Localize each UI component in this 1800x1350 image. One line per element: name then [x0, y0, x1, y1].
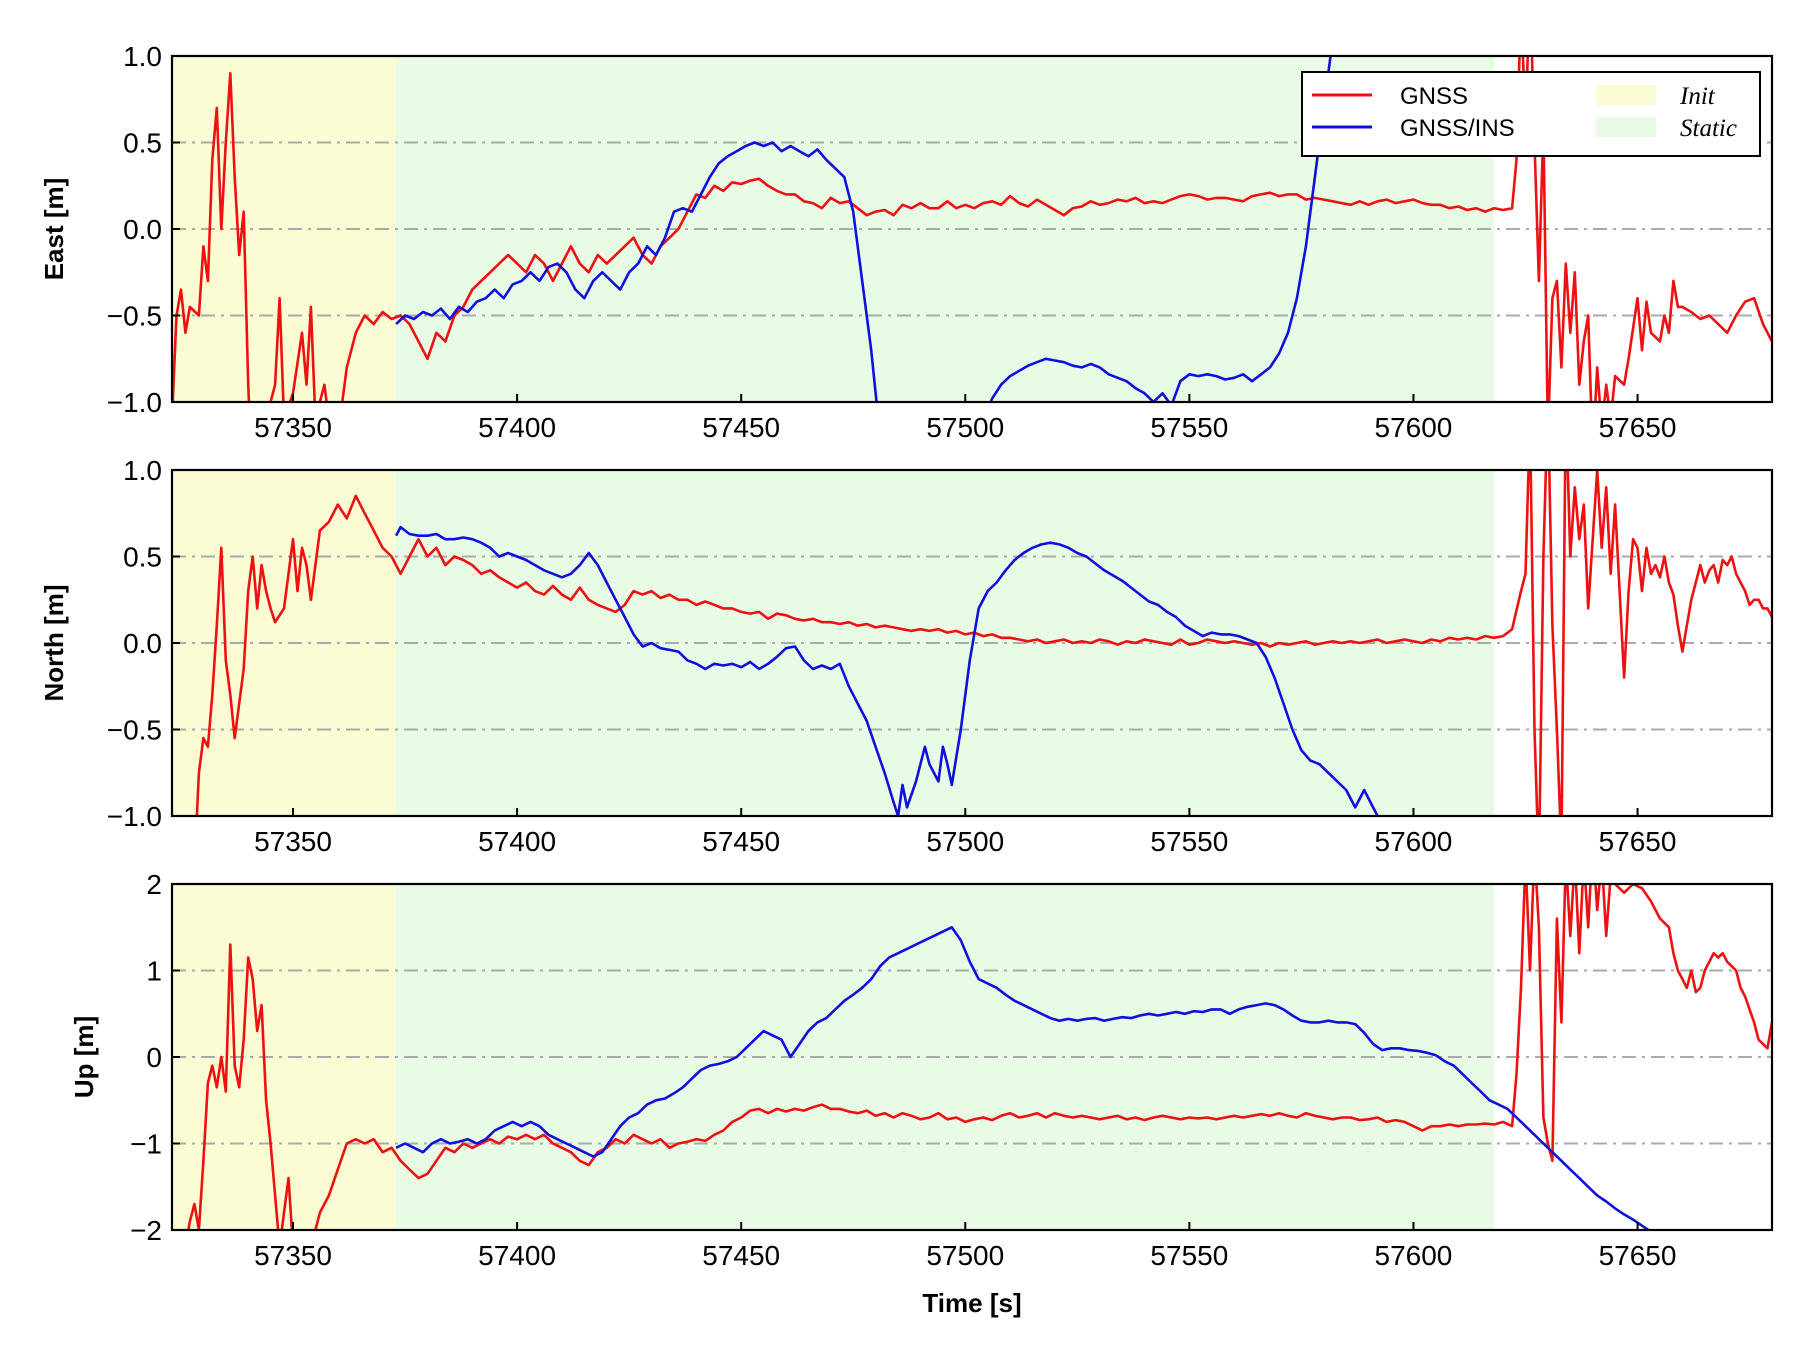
legend-init-swatch: [1596, 85, 1656, 105]
north-x-tick-label: 57500: [926, 826, 1004, 857]
north-x-tick-label: 57400: [478, 826, 556, 857]
east-x-ticks: 57350 57400 57450 57500 57550 57600 57650: [254, 394, 1676, 443]
legend: GNSS GNSS/INS Init Static: [1301, 71, 1761, 157]
east-x-tick-label: 57600: [1375, 412, 1453, 443]
north-y-ticks: −1.0 −0.5 0.0 0.5 1.0: [107, 455, 180, 832]
x-axis-label: Time [s]: [922, 1288, 1021, 1318]
up-x-tick-label: 57550: [1150, 1240, 1228, 1271]
east-y-axis-label: East [m]: [39, 178, 69, 281]
east-series-gnss: [172, 56, 1772, 402]
north-x-tick-label: 57550: [1150, 826, 1228, 857]
up-y-tick-label: 0: [146, 1042, 162, 1073]
up-y-tick-label: −2: [130, 1215, 162, 1246]
north-x-tick-label: 57650: [1599, 826, 1677, 857]
up-series: [187, 884, 1772, 1230]
east-y-tick-label: 1.0: [123, 41, 162, 72]
up-x-ticks: 57350 57400 57450 57500 57550 57600 57650: [254, 1222, 1676, 1271]
up-x-tick-label: 57450: [702, 1240, 780, 1271]
east-y-tick-label: 0.0: [123, 214, 162, 245]
north-y-tick-label: 0.5: [123, 542, 162, 573]
up-panel: 57350 57400 57450 57500 57550 57600 57650 −2 −1…: [69, 869, 1774, 1318]
up-y-axis-label: Up [m]: [69, 1016, 99, 1098]
north-y-tick-label: −0.5: [107, 715, 162, 746]
east-y-tick-label: −0.5: [107, 301, 162, 332]
north-y-axis-label: North [m]: [39, 585, 69, 702]
east-x-tick-label: 57350: [254, 412, 332, 443]
up-y-tick-label: 1: [146, 956, 162, 987]
up-y-tick-label: −1: [130, 1129, 162, 1160]
east-y-tick-label: −1.0: [107, 387, 162, 418]
north-x-ticks: 57350 57400 57450 57500 57550 57600 57650: [254, 808, 1676, 857]
legend-gnss-label: GNSS: [1400, 83, 1468, 110]
east-series-gnss-ins: [395, 56, 1332, 402]
legend-box: [1301, 71, 1761, 157]
up-x-tick-label: 57600: [1375, 1240, 1453, 1271]
north-series-gnss-ins: [394, 525, 1380, 816]
east-series: [172, 56, 1772, 402]
legend-gnss-ins-label: GNSS/INS: [1400, 115, 1515, 142]
east-y-tick-label: 0.5: [123, 128, 162, 159]
up-series-gnss-ins: [395, 926, 1651, 1230]
east-x-tick-label: 57500: [926, 412, 1004, 443]
east-y-ticks: −1.0 −0.5 0.0 0.5 1.0: [107, 41, 180, 418]
up-x-tick-label: 57350: [254, 1240, 332, 1271]
up-x-tick-label: 57400: [478, 1240, 556, 1271]
north-panel: 57350 57400 57450 57500 57550 57600 57650 −1.0…: [39, 455, 1774, 857]
north-x-tick-label: 57350: [254, 826, 332, 857]
east-x-tick-label: 57400: [478, 412, 556, 443]
north-y-tick-label: 0.0: [123, 628, 162, 659]
legend-static-swatch: [1596, 117, 1656, 137]
up-y-tick-label: 2: [146, 869, 162, 900]
east-grid: [172, 141, 1772, 317]
up-series-gnss: [187, 884, 1772, 1230]
north-series: [195, 470, 1772, 816]
up-x-tick-label: 57500: [926, 1240, 1004, 1271]
north-series-gnss: [195, 470, 1772, 816]
north-x-tick-label: 57450: [702, 826, 780, 857]
up-grid: [172, 969, 1772, 1145]
legend-init-label: Init: [1679, 83, 1716, 110]
east-x-tick-label: 57450: [702, 412, 780, 443]
up-y-ticks: −2 −1 0 1 2: [130, 869, 180, 1246]
north-grid: [172, 555, 1772, 731]
east-x-tick-label: 57650: [1599, 412, 1677, 443]
north-y-tick-label: −1.0: [107, 801, 162, 832]
east-x-tick-label: 57550: [1150, 412, 1228, 443]
legend-static-label: Static: [1680, 115, 1737, 142]
up-x-tick-label: 57650: [1599, 1240, 1677, 1271]
north-y-tick-label: 1.0: [123, 455, 162, 486]
north-x-tick-label: 57600: [1375, 826, 1453, 857]
